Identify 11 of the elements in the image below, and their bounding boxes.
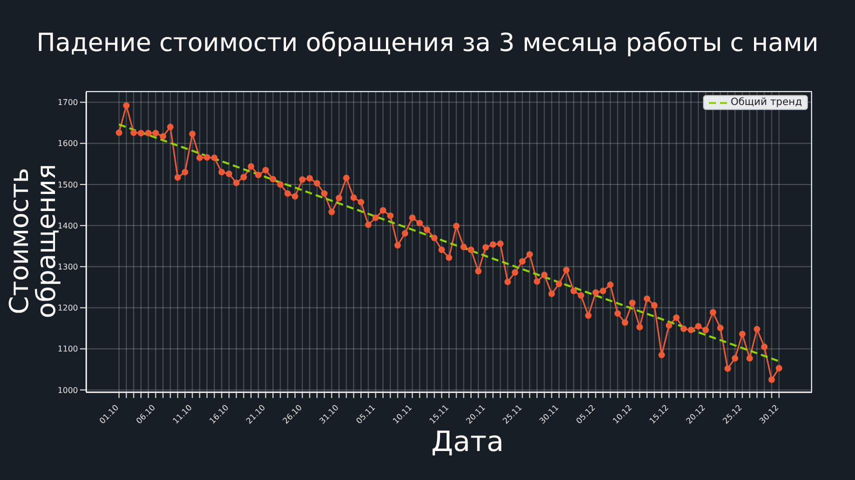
y-tick-label: 1400: [58, 221, 78, 230]
legend-label: Общий тренд: [730, 97, 802, 108]
y-tick-label: 1500: [58, 180, 78, 190]
y-tick-label: 1200: [58, 304, 78, 313]
chart-title: Падение стоимости обращения за 3 месяца работы с нами: [36, 28, 820, 57]
y-tick-label: 1100: [58, 344, 78, 354]
x-axis-title: Дата: [430, 425, 505, 458]
y-tick-label: 1600: [58, 139, 78, 148]
y-tick-label: 1000: [58, 386, 78, 395]
y-tick-label: 1700: [58, 98, 78, 108]
y-tick-label: 1300: [58, 262, 78, 272]
